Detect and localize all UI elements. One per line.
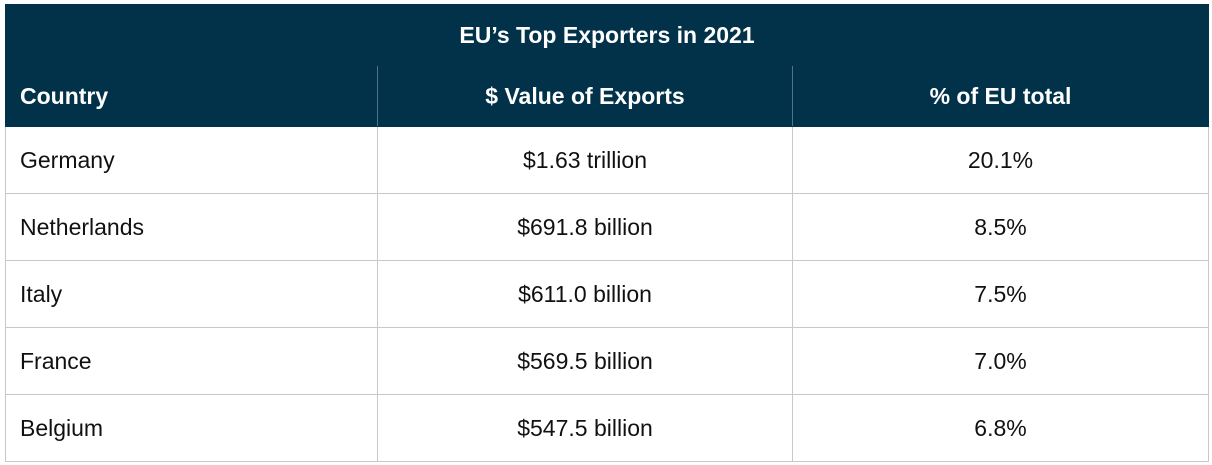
cell-eu-share: 8.5%	[791, 193, 1210, 261]
column-header-export-value: $ Value of Exports	[377, 65, 793, 127]
cell-export-value: $1.63 trillion	[377, 126, 793, 194]
cell-export-value: $569.5 billion	[377, 327, 793, 395]
column-header-eu-share: % of EU total	[791, 65, 1210, 127]
table-title-row: EU’s Top Exporters in 2021	[4, 4, 1210, 66]
exporters-table-container: EU’s Top Exporters in 2021 Country $ Val…	[4, 4, 1210, 462]
cell-country: Italy	[5, 260, 378, 328]
cell-country: France	[5, 327, 378, 395]
cell-eu-share: 6.8%	[791, 394, 1210, 462]
cell-export-value: $611.0 billion	[377, 260, 793, 328]
cell-eu-share: 7.0%	[791, 327, 1210, 395]
table-row: Netherlands $691.8 billion 8.5%	[5, 193, 1210, 261]
exporters-table: EU’s Top Exporters in 2021 Country $ Val…	[4, 4, 1210, 462]
cell-export-value: $691.8 billion	[377, 193, 793, 261]
cell-country: Germany	[5, 126, 378, 194]
table-row: Belgium $547.5 billion 6.8%	[5, 394, 1210, 462]
table-row: Germany $1.63 trillion 20.1%	[5, 126, 1210, 194]
table-title: EU’s Top Exporters in 2021	[4, 4, 1210, 66]
table-header-row: Country $ Value of Exports % of EU total	[5, 65, 1210, 127]
column-header-country: Country	[5, 65, 378, 127]
cell-export-value: $547.5 billion	[377, 394, 793, 462]
cell-country: Belgium	[5, 394, 378, 462]
cell-eu-share: 20.1%	[791, 126, 1210, 194]
table-row: Italy $611.0 billion 7.5%	[5, 260, 1210, 328]
table-row: France $569.5 billion 7.0%	[5, 327, 1210, 395]
cell-eu-share: 7.5%	[791, 260, 1210, 328]
cell-country: Netherlands	[5, 193, 378, 261]
